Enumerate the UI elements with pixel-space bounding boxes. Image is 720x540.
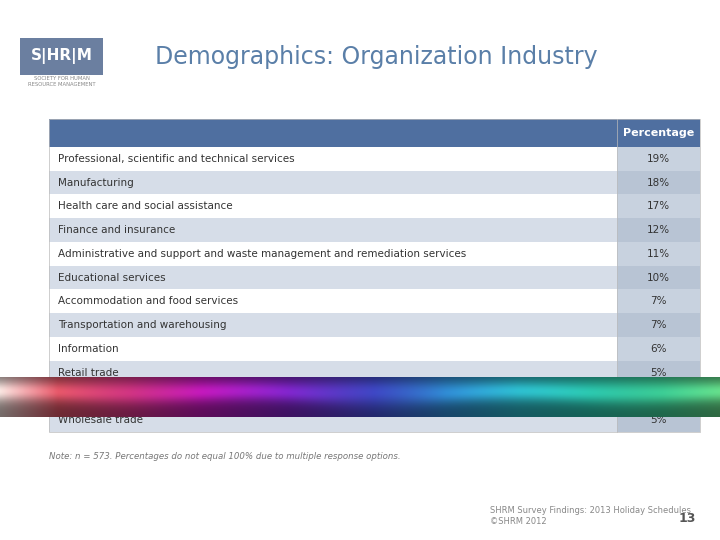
Text: 6%: 6% (650, 344, 667, 354)
Bar (617, 337, 700, 361)
Text: 5%: 5% (650, 368, 667, 377)
Bar (49, 147, 700, 171)
Bar (49, 289, 700, 313)
Bar (617, 218, 700, 242)
Text: 19%: 19% (647, 154, 670, 164)
Text: Percentage: Percentage (623, 128, 694, 138)
Text: S|HR|M: S|HR|M (31, 48, 92, 64)
Text: SOCIETY FOR HUMAN
RESOURCE MANAGEMENT: SOCIETY FOR HUMAN RESOURCE MANAGEMENT (28, 76, 95, 87)
Bar (617, 408, 700, 432)
Bar (617, 361, 700, 384)
Bar (49, 194, 700, 218)
Text: Accommodation and food services: Accommodation and food services (58, 296, 238, 306)
Text: Government agencies: Government agencies (58, 392, 173, 401)
Bar (617, 289, 700, 313)
Text: Health care and social assistance: Health care and social assistance (58, 201, 233, 211)
Text: Administrative and support and waste management and remediation services: Administrative and support and waste man… (58, 249, 466, 259)
Text: Note: n = 573. Percentages do not equal 100% due to multiple response options.: Note: n = 573. Percentages do not equal … (49, 452, 400, 461)
Text: Transportation and warehousing: Transportation and warehousing (58, 320, 226, 330)
Text: Retail trade: Retail trade (58, 368, 118, 377)
Bar (49, 361, 700, 384)
Bar (617, 384, 700, 408)
Bar (49, 119, 700, 147)
Text: 18%: 18% (647, 178, 670, 187)
Text: Information: Information (58, 344, 118, 354)
Bar (49, 384, 700, 408)
Bar (617, 313, 700, 337)
Bar (617, 242, 700, 266)
Bar (49, 266, 700, 289)
Text: 11%: 11% (647, 249, 670, 259)
Text: 7%: 7% (650, 320, 667, 330)
Text: 7%: 7% (650, 296, 667, 306)
Text: 5%: 5% (650, 415, 667, 425)
Bar (617, 171, 700, 194)
Text: 12%: 12% (647, 225, 670, 235)
Bar (617, 147, 700, 171)
Text: Educational services: Educational services (58, 273, 165, 282)
Bar (20, 38, 103, 75)
Text: Demographics: Organization Industry: Demographics: Organization Industry (155, 45, 598, 69)
Text: ©SHRM 2012: ©SHRM 2012 (490, 517, 546, 525)
Text: 10%: 10% (647, 273, 670, 282)
Text: 5%: 5% (650, 392, 667, 401)
Text: Professional, scientific and technical services: Professional, scientific and technical s… (58, 154, 294, 164)
Text: Wholesale trade: Wholesale trade (58, 415, 143, 425)
Bar (49, 119, 700, 432)
Text: 13: 13 (679, 512, 696, 525)
Bar (49, 171, 700, 194)
Text: Manufacturing: Manufacturing (58, 178, 133, 187)
Bar (49, 408, 700, 432)
Bar (617, 266, 700, 289)
Bar (49, 218, 700, 242)
Text: Finance and insurance: Finance and insurance (58, 225, 175, 235)
Text: 17%: 17% (647, 201, 670, 211)
Bar (49, 337, 700, 361)
Text: SHRM Survey Findings: 2013 Holiday Schedules: SHRM Survey Findings: 2013 Holiday Sched… (490, 506, 690, 515)
Bar (617, 194, 700, 218)
Bar (49, 313, 700, 337)
Bar (49, 242, 700, 266)
